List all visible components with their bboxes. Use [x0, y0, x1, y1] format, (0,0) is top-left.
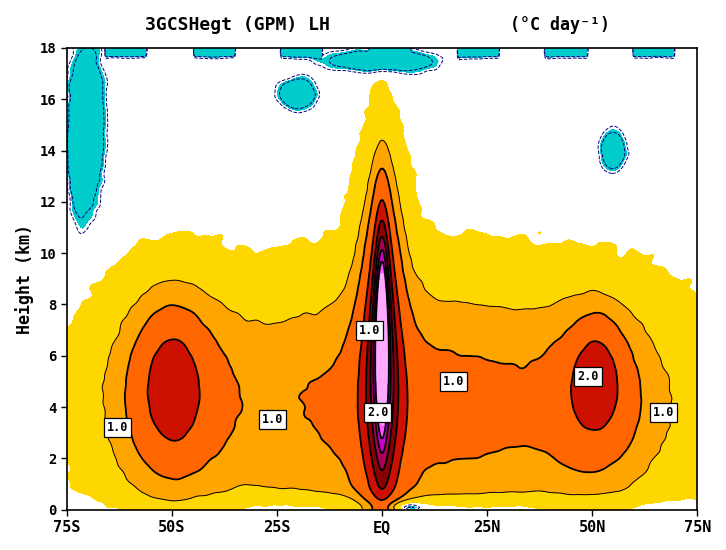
Text: 1.0: 1.0: [443, 375, 464, 388]
Text: 3GCSHegt (GPM) LH: 3GCSHegt (GPM) LH: [145, 16, 330, 35]
Text: 1.0: 1.0: [107, 421, 128, 434]
Text: 1.0: 1.0: [359, 323, 380, 337]
Text: 2.0: 2.0: [577, 370, 599, 383]
Text: 1.0: 1.0: [653, 406, 674, 419]
Text: 2.0: 2.0: [367, 406, 388, 419]
Text: 1.0: 1.0: [262, 414, 283, 426]
Text: (°C day⁻¹): (°C day⁻¹): [510, 16, 610, 35]
Y-axis label: Height (km): Height (km): [15, 224, 34, 334]
